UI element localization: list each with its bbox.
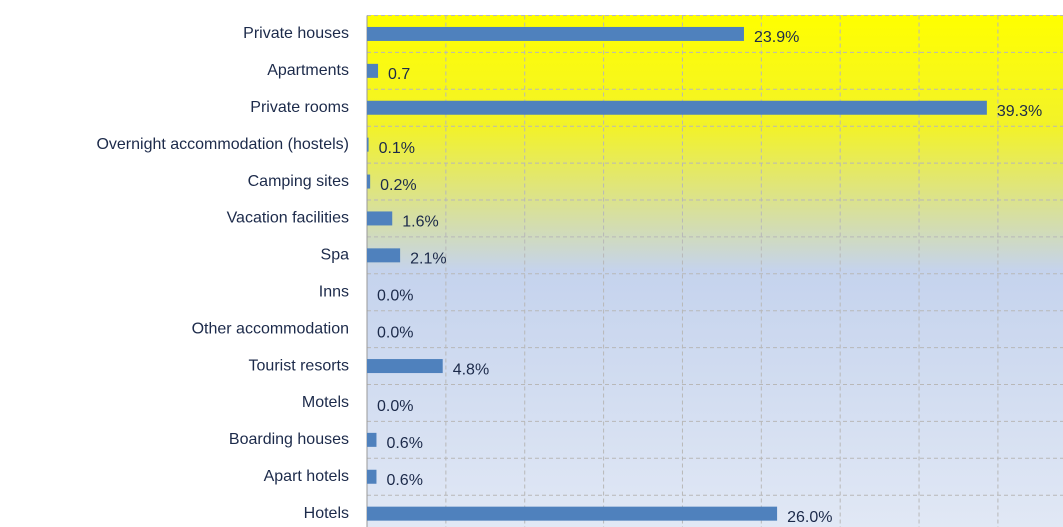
plot-background — [367, 15, 1063, 527]
bar — [367, 100, 987, 115]
value-label: 39.3% — [997, 103, 1042, 120]
bar — [367, 137, 369, 152]
value-label: 0.0% — [377, 324, 413, 341]
bar — [367, 63, 379, 78]
bar — [367, 248, 401, 263]
value-label: 4.8% — [453, 361, 489, 378]
value-label: 26.0% — [787, 509, 832, 526]
y-tick-label: Vacation facilities — [227, 210, 349, 227]
y-tick-label: Spa — [321, 247, 350, 264]
y-tick-label: Inns — [319, 283, 349, 300]
y-tick-label: Boarding houses — [229, 431, 349, 448]
bar — [367, 506, 778, 521]
value-label: 0.0% — [377, 287, 413, 304]
y-tick-label: Camping sites — [248, 173, 349, 190]
bar — [367, 211, 393, 226]
bar — [367, 359, 443, 374]
y-tick-label: Tourist resorts — [249, 357, 349, 374]
y-tick-label: Private rooms — [250, 99, 349, 116]
value-label: 0.2% — [380, 177, 416, 194]
y-tick-label: Hotels — [304, 505, 349, 522]
value-label: 0.7 — [388, 66, 410, 83]
bar — [367, 174, 371, 189]
bar — [367, 432, 377, 447]
bar — [367, 469, 377, 484]
value-label: 0.0% — [377, 398, 413, 415]
y-tick-label: Apart hotels — [264, 468, 349, 485]
value-label: 1.6% — [402, 214, 438, 231]
y-tick-label: Other accommodation — [192, 320, 349, 337]
value-label: 23.9% — [754, 29, 799, 46]
value-label: 0.1% — [379, 140, 415, 157]
y-tick-label: Private houses — [243, 25, 349, 42]
value-label: 0.6% — [386, 435, 422, 452]
value-label: 2.1% — [410, 251, 446, 268]
y-tick-label: Apartments — [267, 62, 349, 79]
value-label: 0.6% — [386, 472, 422, 489]
y-tick-label: Motels — [302, 394, 349, 411]
bar — [367, 26, 744, 41]
y-tick-label: Overnight accommodation (hostels) — [96, 136, 349, 153]
